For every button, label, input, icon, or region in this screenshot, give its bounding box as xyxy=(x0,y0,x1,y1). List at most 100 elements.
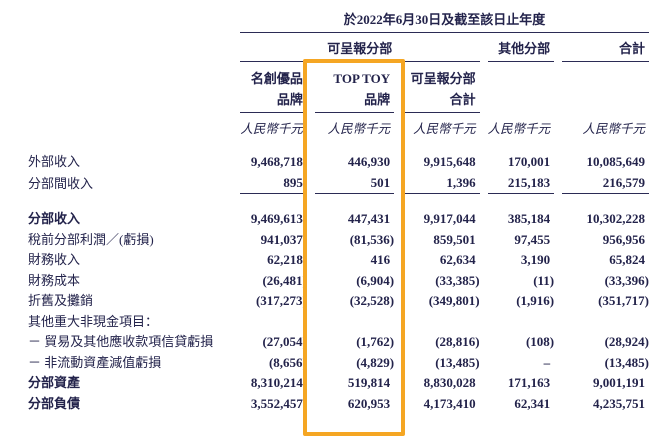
value-cell: (32,528) xyxy=(349,293,395,308)
value-cell: (28,816) xyxy=(435,334,480,349)
column-header-line: 品牌 xyxy=(364,91,391,107)
row-label: － 非流動資產減值虧損 xyxy=(28,354,162,370)
value-cell: 956,956 xyxy=(602,231,645,247)
row-label: 財務收入 xyxy=(28,252,81,267)
column-header-top-toy-brand: TOP TOY 品牌 xyxy=(314,62,395,113)
row-label: 折舊及攤銷 xyxy=(28,293,94,308)
value-cell: 62,634 xyxy=(439,252,476,267)
value-cell: 170,001 xyxy=(507,154,551,169)
value-cell: (1,762) xyxy=(356,334,395,349)
group-total: 合計 xyxy=(562,33,649,62)
value-cell: (351,717) xyxy=(598,293,649,308)
value-cell: 1,396 xyxy=(402,173,480,194)
value-cell: 895 xyxy=(239,173,307,194)
table-row-segment-assets: 分部資產 8,310,214 519,814 8,830,028 171,163… xyxy=(28,373,649,394)
value-cell: 3,552,457 xyxy=(250,395,303,411)
value-cell: 446,930 xyxy=(347,154,391,169)
column-header-line: 品牌 xyxy=(276,91,303,107)
empty-cell xyxy=(28,113,232,139)
row-label: 分部資產 xyxy=(28,375,81,390)
row-label: 其他重大非現金項目： xyxy=(28,313,159,329)
value-cell: (108) xyxy=(525,334,555,349)
table-row-depreciation-amortisation: 折舊及攤銷 (317,273) (32,528) (349,801) (1,91… xyxy=(28,291,649,312)
value-cell: 620,953 xyxy=(347,395,391,411)
column-header-reportable-total: 可呈報分部 合計 xyxy=(402,62,480,113)
spacer-row xyxy=(28,194,649,209)
column-header-line: 合計 xyxy=(449,91,476,107)
header-row-unit: 人民幣千元 人民幣千元 人民幣千元 人民幣千元 人民幣千元 xyxy=(28,113,649,139)
value-cell: 215,183 xyxy=(487,173,555,194)
value-cell: 9,001,191 xyxy=(593,375,645,390)
table-row-finance-income: 財務收入 62,218 416 62,634 3,190 65,824 xyxy=(28,250,649,271)
row-label: 稅前分部利潤／(虧損) xyxy=(28,231,154,247)
value-cell: 4,235,751 xyxy=(593,395,645,411)
header-row-period: 於2022年6月30日及截至該日止年度 xyxy=(28,2,649,33)
value-cell: (6,904) xyxy=(356,272,395,288)
value-cell: 8,310,214 xyxy=(250,375,303,390)
unit-label: 人民幣千元 xyxy=(582,121,645,136)
value-cell: 501 xyxy=(314,173,395,194)
value-cell: 10,302,228 xyxy=(586,211,646,226)
row-label: 財務成本 xyxy=(28,272,81,288)
unit-label: 人民幣千元 xyxy=(327,121,391,136)
value-cell: 447,431 xyxy=(347,211,391,226)
value-cell: 416 xyxy=(370,252,391,267)
value-cell: 97,455 xyxy=(514,231,551,247)
value-cell xyxy=(315,312,394,333)
table-row-impairment-non-current-assets: － 非流動資產減值虧損 (8,656) (4,829) (13,485) – (… xyxy=(28,353,649,374)
value-cell: (81,536) xyxy=(349,231,395,247)
column-header-line: 名創優品 xyxy=(250,71,303,86)
value-cell: (8,656) xyxy=(268,354,307,370)
value-cell: (13,485) xyxy=(604,354,649,370)
value-cell: (4,829) xyxy=(356,354,395,370)
column-header-line: 可呈報分部 xyxy=(410,71,476,86)
table-row-other-non-cash-items: 其他重大非現金項目： xyxy=(28,312,649,333)
header-row-groups: 可呈報分部 其他分部 合計 xyxy=(28,33,649,62)
column-header-line: TOP TOY xyxy=(333,71,391,86)
value-cell: 519,814 xyxy=(347,375,391,390)
value-cell: 62,218 xyxy=(267,252,303,267)
value-cell: 216,579 xyxy=(562,173,649,194)
table-row-finance-costs: 財務成本 (26,481) (6,904) (33,385) (11) (33,… xyxy=(28,271,649,292)
value-cell: 9,468,718 xyxy=(250,154,303,169)
value-cell: 941,037 xyxy=(260,231,303,247)
value-cell: 9,917,044 xyxy=(423,211,476,226)
row-label: － 貿易及其他應收款項信貸虧損 xyxy=(28,334,214,349)
row-label: 分部負債 xyxy=(28,395,81,411)
table-row-inter-segment-revenue: 分部間收入 895 501 1,396 215,183 216,579 xyxy=(28,173,649,194)
value-cell: 171,163 xyxy=(507,375,551,390)
empty-cell xyxy=(28,62,232,113)
table-row-segment-liabilities: 分部負債 3,552,457 620,953 4,173,410 62,341 … xyxy=(28,394,649,415)
value-cell: 10,085,649 xyxy=(586,154,646,169)
value-cell: – xyxy=(543,354,551,370)
period-title: 於2022年6月30日及截至該日止年度 xyxy=(239,2,649,33)
unit-label: 人民幣千元 xyxy=(240,121,303,136)
value-cell xyxy=(402,312,480,333)
row-label: 分部收入 xyxy=(28,211,81,226)
table-row-segment-revenue: 分部收入 9,469,613 447,431 9,917,044 385,184… xyxy=(28,209,649,230)
value-cell: 62,341 xyxy=(514,395,551,411)
value-cell: 8,830,028 xyxy=(423,375,476,390)
header-row-columns: 名創優品 品牌 TOP TOY 品牌 可呈報分部 合計 xyxy=(28,62,649,113)
empty-cell xyxy=(28,33,232,62)
unit-label: 人民幣千元 xyxy=(413,121,476,136)
row-label: 分部間收入 xyxy=(28,175,94,191)
table-row-segment-profit-before-tax: 稅前分部利潤／(虧損) 941,037 (81,536) 859,501 97,… xyxy=(28,230,649,251)
value-cell xyxy=(488,312,555,333)
value-cell: 9,469,613 xyxy=(250,211,303,226)
empty-cell xyxy=(562,62,649,113)
segment-report-table: 於2022年6月30日及截至該日止年度 可呈報分部 其他分部 合計 名創優品 品… xyxy=(20,2,657,414)
table-row-external-revenue: 外部收入 9,468,718 446,930 9,915,648 170,001… xyxy=(28,139,649,173)
value-cell: 859,501 xyxy=(433,231,476,247)
empty-cell xyxy=(28,2,232,33)
value-cell: (33,396) xyxy=(604,272,649,288)
group-reportable-segments: 可呈報分部 xyxy=(239,33,480,62)
value-cell: 4,173,410 xyxy=(423,395,476,411)
group-other-segments: 其他分部 xyxy=(487,33,555,62)
value-cell: (349,801) xyxy=(428,293,480,308)
value-cell xyxy=(240,312,307,333)
value-cell: (13,485) xyxy=(435,354,480,370)
value-cell: 385,184 xyxy=(507,211,551,226)
value-cell: (27,054) xyxy=(262,334,307,349)
value-cell: 65,824 xyxy=(609,252,645,267)
